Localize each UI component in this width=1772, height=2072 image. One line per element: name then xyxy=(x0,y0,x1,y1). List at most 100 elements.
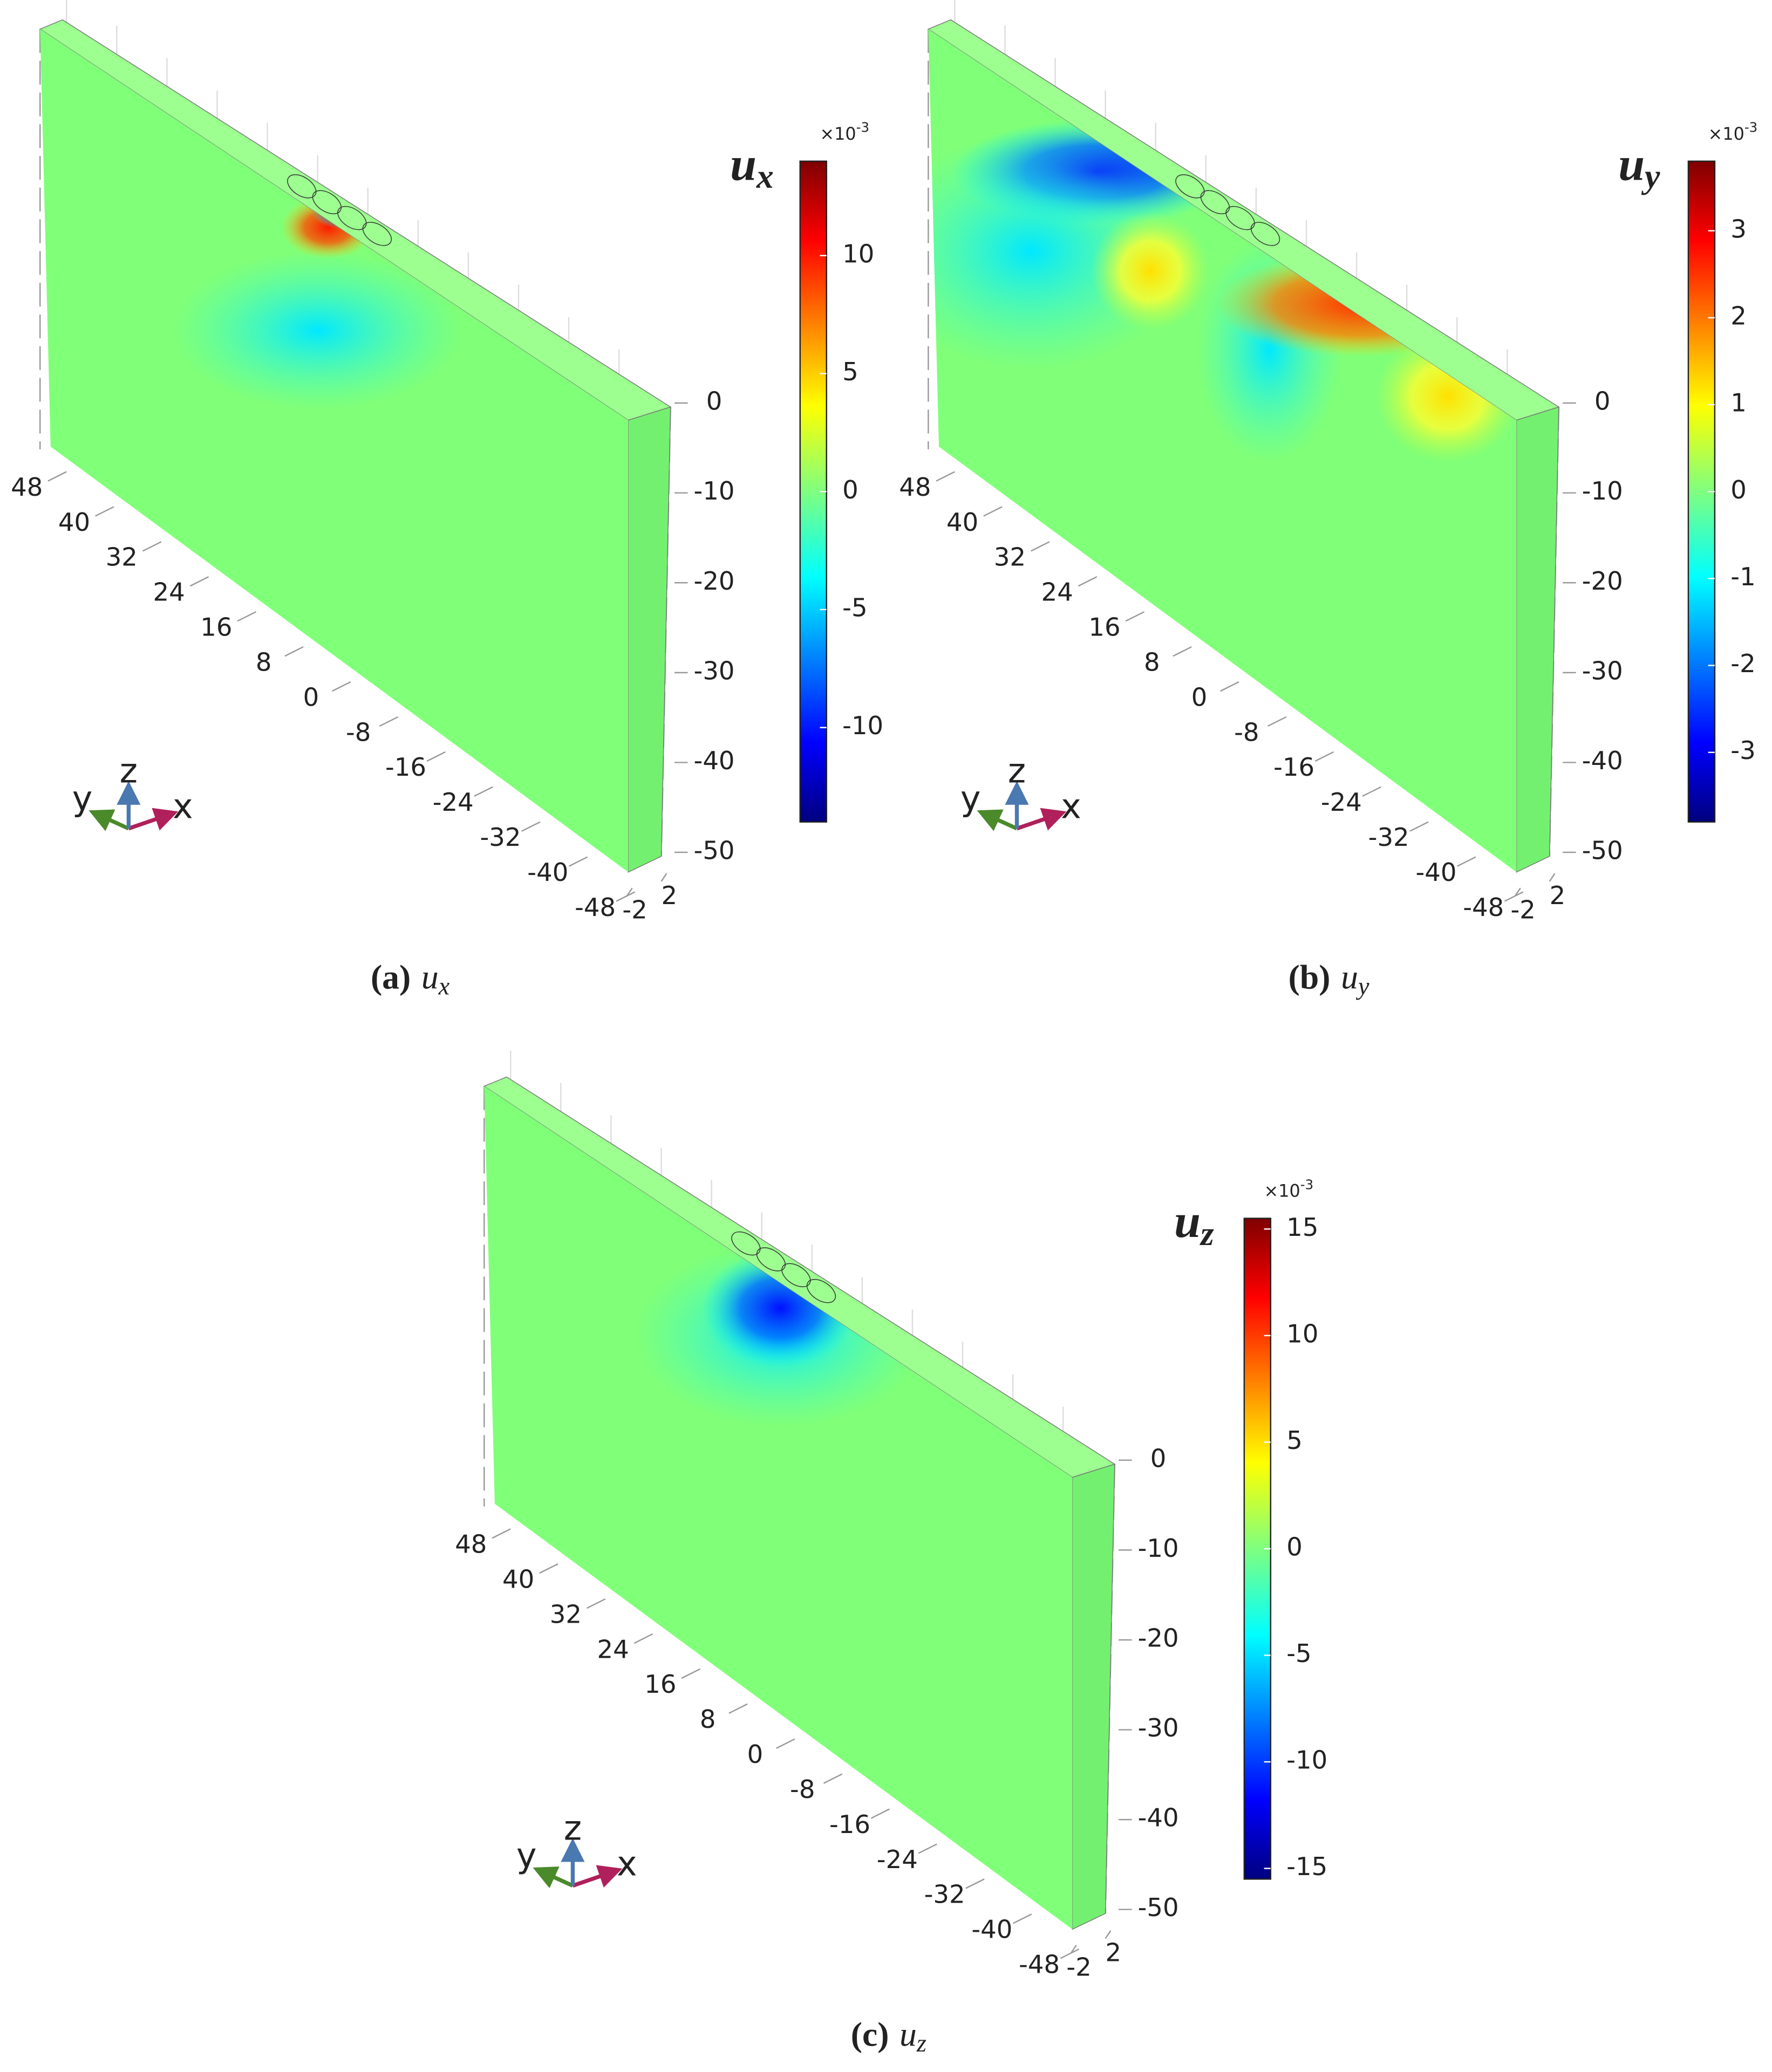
z-tick-label: -10 xyxy=(1582,476,1623,505)
hole xyxy=(806,1279,836,1303)
caption-symbol: u xyxy=(421,958,439,996)
z-tick-label: -10 xyxy=(1138,1534,1179,1563)
caption-symbol: u xyxy=(1341,958,1358,996)
caption-label: (c) xyxy=(851,2015,889,2053)
x-tick-label: -48 xyxy=(1019,1950,1060,1979)
x-tick xyxy=(284,646,304,657)
caption-symbol: u xyxy=(899,2015,917,2053)
colorbar-tick-label: 10 xyxy=(1286,1319,1318,1348)
colorbar-tick-label: 0 xyxy=(1730,475,1747,504)
colorbar-tick-label: 2 xyxy=(1730,301,1747,330)
x-tick-label: -32 xyxy=(924,1880,965,1909)
x-tick xyxy=(1060,1948,1080,1959)
x-tick xyxy=(426,751,446,762)
z-tick-label: -50 xyxy=(1138,1893,1179,1922)
x-tick xyxy=(1031,541,1050,552)
x-tick xyxy=(332,681,351,692)
multiplier-base: ×10 xyxy=(1264,1181,1300,1201)
x-tick xyxy=(1125,611,1145,622)
caption-subscript: z xyxy=(916,2030,926,2057)
side-face xyxy=(628,406,671,873)
z-tick-label: -40 xyxy=(1582,746,1623,775)
colorbar-tick-label: 10 xyxy=(842,239,874,268)
x-tick-label: -48 xyxy=(1463,893,1504,922)
hole xyxy=(781,1263,811,1288)
colorbar-tick-label: 5 xyxy=(1286,1426,1303,1455)
x-tick-label: 32 xyxy=(994,543,1026,572)
x-tick-label: 8 xyxy=(256,647,272,676)
colorbar-title: uz xyxy=(1174,1195,1214,1252)
x-tick-label: -16 xyxy=(1273,753,1314,782)
side-face xyxy=(1072,1464,1115,1930)
triad-axis xyxy=(533,1866,574,1889)
z-tick-label: -40 xyxy=(694,746,735,775)
x-tick xyxy=(474,786,493,797)
colorbar-tick-label: -15 xyxy=(1286,1852,1327,1881)
x-tick-label: 40 xyxy=(946,508,978,537)
hole xyxy=(312,190,342,215)
y-tick xyxy=(1549,873,1556,882)
x-tick-label: 32 xyxy=(106,543,138,572)
x-tick-label: 48 xyxy=(11,473,43,502)
x-tick xyxy=(521,821,541,832)
colorbar-tick-label: 3 xyxy=(1730,214,1747,243)
x-tick-label: -40 xyxy=(1415,858,1456,887)
triad-axis xyxy=(977,809,1018,831)
front-face xyxy=(484,1086,1073,1930)
hole xyxy=(1175,174,1205,199)
x-tick xyxy=(616,891,636,902)
triad-label: y xyxy=(72,779,93,819)
caption: (c) uz xyxy=(851,2015,926,2057)
colorbar-multiplier: ×10-3 xyxy=(820,120,870,144)
x-tick-label: 8 xyxy=(1144,647,1160,676)
x-tick xyxy=(539,1563,558,1574)
y-tick-label: -2 xyxy=(1511,895,1536,925)
x-tick xyxy=(1504,891,1524,902)
hole xyxy=(1225,206,1255,230)
caption-label: (a) xyxy=(371,958,411,996)
x-tick xyxy=(1013,1913,1032,1924)
x-tick-label: -16 xyxy=(385,753,426,782)
multiplier-exponent: -3 xyxy=(856,120,869,135)
x-tick-label: 24 xyxy=(153,578,185,607)
colorbar-tick-label: -10 xyxy=(1286,1746,1327,1775)
field-blob xyxy=(1091,211,1210,331)
hole xyxy=(337,206,367,230)
x-tick xyxy=(1220,681,1239,692)
x-tick-label: -24 xyxy=(877,1845,918,1874)
x-tick-label: -32 xyxy=(1368,823,1409,852)
z-tick-label: 0 xyxy=(1150,1444,1167,1473)
colorbar-multiplier: ×10-3 xyxy=(1264,1177,1314,1201)
x-tick xyxy=(1314,751,1334,762)
hole xyxy=(1200,190,1230,215)
front-face xyxy=(40,29,629,872)
colorbar-tick-label: 5 xyxy=(842,357,858,386)
x-tick xyxy=(936,471,955,482)
hole xyxy=(731,1231,761,1256)
x-tick xyxy=(587,1598,606,1609)
colorbar-symbol: u xyxy=(730,138,756,191)
x-tick xyxy=(1362,786,1381,797)
caption-label: (b) xyxy=(1289,958,1331,996)
colorbar-tick-label: 1 xyxy=(1730,388,1747,418)
colorbar-tick-label: -5 xyxy=(842,593,867,622)
y-tick-label: 2 xyxy=(661,881,677,910)
z-tick-label: -50 xyxy=(694,836,735,865)
x-tick xyxy=(95,506,114,517)
triad-label: z xyxy=(120,751,138,791)
z-tick-label: 0 xyxy=(1594,387,1611,416)
x-tick-label: 8 xyxy=(700,1705,716,1734)
triad-axis xyxy=(1016,808,1067,831)
x-tick xyxy=(728,1703,748,1714)
x-tick-label: -24 xyxy=(433,788,474,817)
x-tick xyxy=(1078,576,1098,587)
x-tick-label: -8 xyxy=(1234,717,1259,747)
y-tick xyxy=(660,873,667,882)
x-tick-label: -8 xyxy=(790,1775,815,1804)
colorbar-subscript: x xyxy=(756,157,774,195)
hole xyxy=(362,222,392,246)
